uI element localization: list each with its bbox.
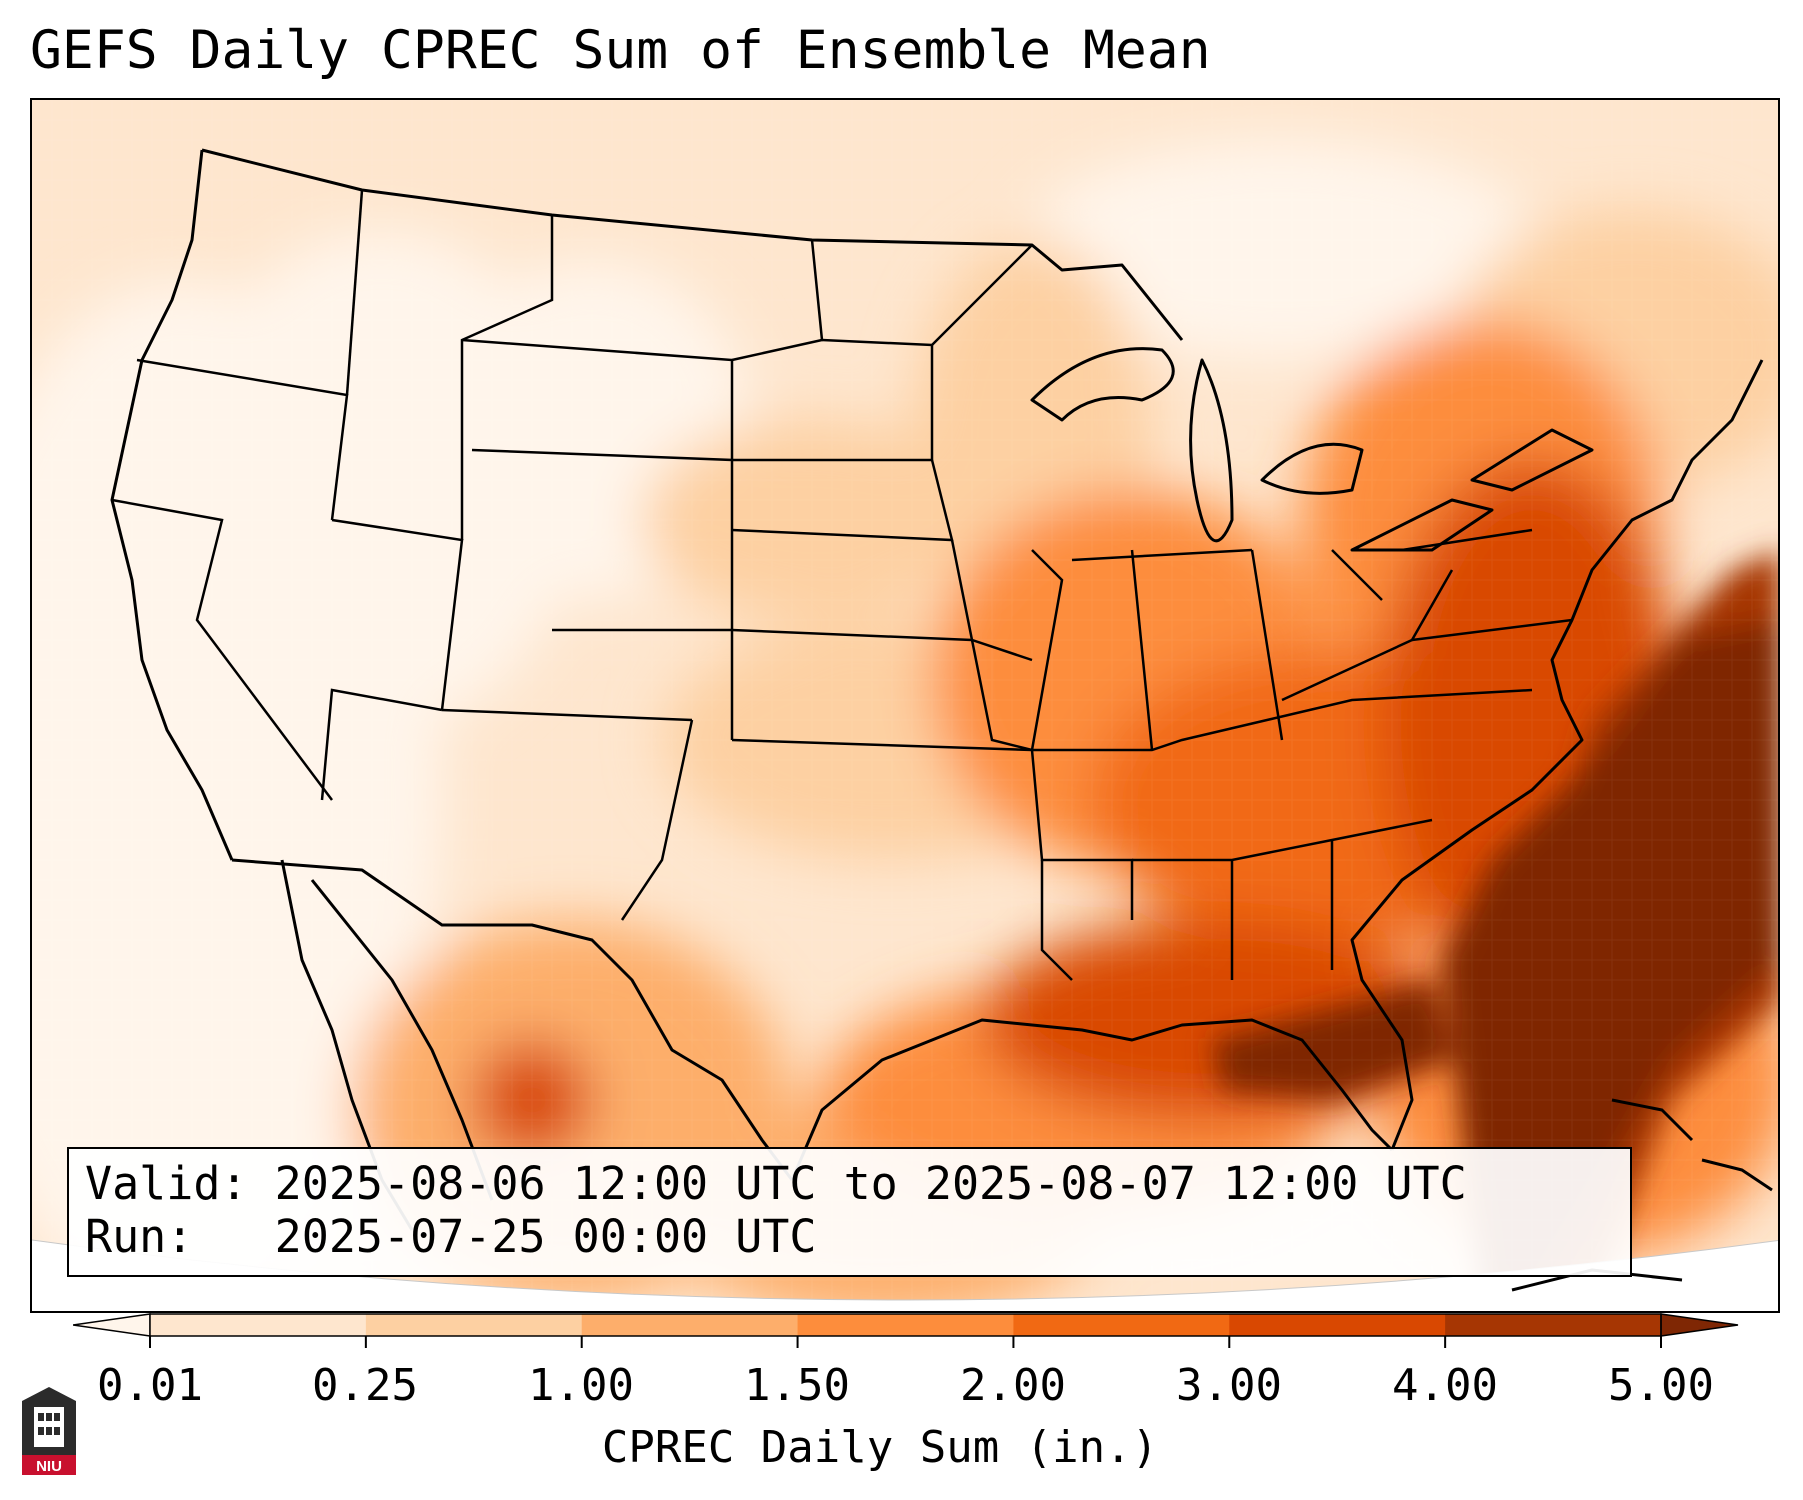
colorbar-segment xyxy=(581,1314,799,1336)
country-and-state-boundaries xyxy=(110,148,1773,1292)
colorbar-tick-label: 0.25 xyxy=(312,1360,418,1411)
colorbar-tick-label: 4.00 xyxy=(1392,1360,1498,1411)
valid-time-line: Valid: 2025-08-06 12:00 UTC to 2025-08-0… xyxy=(85,1157,1467,1210)
colorbar-segment xyxy=(365,1314,583,1336)
colorbar-segment xyxy=(150,1314,367,1336)
colorbar-segment xyxy=(1445,1314,1662,1336)
svg-text:NIU: NIU xyxy=(36,1458,62,1475)
map-panel xyxy=(30,98,1780,1313)
colorbar-tick-label: 0.01 xyxy=(97,1360,203,1411)
colorbar-tick-label: 1.50 xyxy=(744,1360,850,1411)
colorbar xyxy=(73,1313,1739,1348)
colorbar-segment xyxy=(1013,1314,1230,1336)
page-title: GEFS Daily CPREC Sum of Ensemble Mean xyxy=(30,20,1211,81)
colorbar-tick-label: 1.00 xyxy=(528,1360,634,1411)
colorbar-extend-high xyxy=(1660,1313,1739,1337)
colorbar-extend-low xyxy=(73,1313,151,1337)
run-time-line: Run: 2025-07-25 00:00 UTC xyxy=(85,1210,817,1263)
state-borders xyxy=(111,189,1573,981)
precipitation-map xyxy=(32,100,1778,1311)
colorbar-tick-label: 5.00 xyxy=(1608,1360,1714,1411)
colorbar-segment xyxy=(1229,1314,1446,1336)
projection-edge xyxy=(32,1240,1778,1311)
niu-logo: NIU xyxy=(22,1387,76,1475)
colorbar-axis-label: CPREC Daily Sum (in.) xyxy=(601,1422,1159,1473)
colorbar-tick-label: 3.00 xyxy=(1176,1360,1282,1411)
validity-info-box: Valid: 2025-08-06 12:00 UTC to 2025-08-0… xyxy=(67,1147,1632,1277)
colorbar-tick-label: 2.00 xyxy=(960,1360,1066,1411)
colorbar-segment xyxy=(797,1314,1014,1336)
